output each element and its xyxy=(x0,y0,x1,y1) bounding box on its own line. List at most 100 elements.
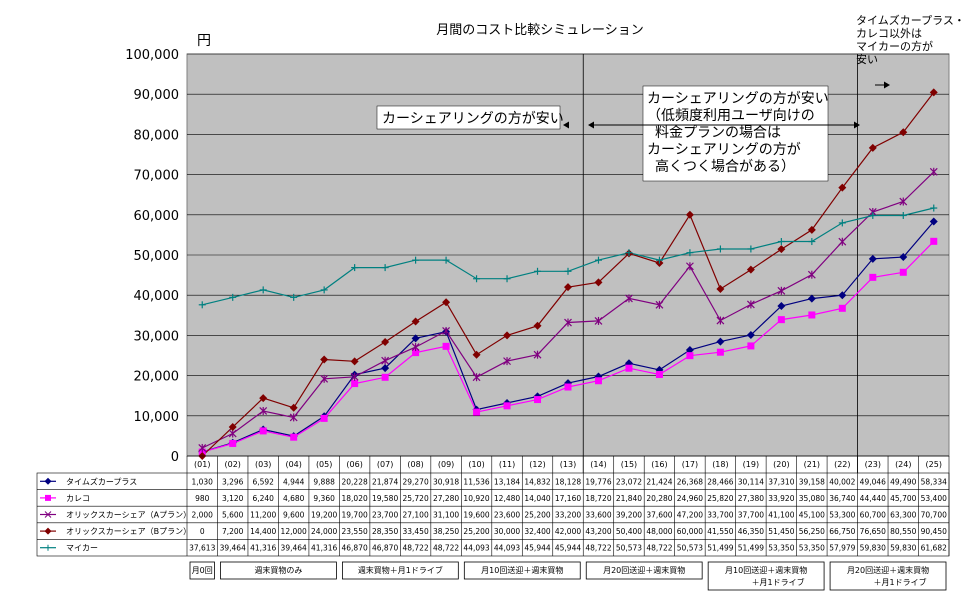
data-point xyxy=(716,284,725,293)
plan-box xyxy=(585,561,703,580)
annotation-line: 料金プランの場合は xyxy=(655,125,781,141)
data-point xyxy=(838,237,847,246)
table-cell: 24,000 xyxy=(311,527,337,536)
table-cell: 29,270 xyxy=(402,477,428,486)
table-cell: 27,380 xyxy=(738,494,764,503)
data-point xyxy=(838,291,847,300)
table-cell: 14,400 xyxy=(250,527,276,536)
x-tick-label: (03) xyxy=(255,460,271,469)
table-cell: 41,550 xyxy=(707,527,733,536)
data-point xyxy=(473,408,481,416)
table-cell: 44,093 xyxy=(463,544,489,553)
x-tick-label: (25) xyxy=(926,460,942,469)
table-cell: 50,400 xyxy=(616,527,642,536)
legend-key-marker xyxy=(45,494,51,501)
table-cell: 50,573 xyxy=(616,544,642,553)
data-point xyxy=(289,413,298,422)
data-point xyxy=(412,349,420,357)
table-cell: 51,499 xyxy=(707,544,733,553)
table-cell: 18,720 xyxy=(585,494,611,503)
data-point xyxy=(533,350,542,359)
table-cell: 12,480 xyxy=(494,494,520,503)
legend-series-name: カレコ xyxy=(66,494,90,503)
y-tick-label: 90,000 xyxy=(134,88,180,103)
x-tick-label: (19) xyxy=(743,460,759,469)
data-point xyxy=(777,316,785,324)
table-cell: 56,250 xyxy=(799,527,825,536)
y-tick-label: 60,000 xyxy=(134,209,180,224)
plan-label: 月10回送迎＋週末買物 xyxy=(725,565,807,575)
x-tick-label: (10) xyxy=(468,460,484,469)
table-cell: 53,400 xyxy=(921,494,947,503)
data-point xyxy=(625,249,633,257)
table-cell: 9,360 xyxy=(313,494,335,503)
table-cell: 59,830 xyxy=(860,544,886,553)
table-cell: 25,820 xyxy=(707,494,733,503)
data-point xyxy=(929,217,938,226)
data-point xyxy=(747,245,755,253)
arrow-head xyxy=(563,121,569,129)
chart-title: 月間のコスト比較シミュレーション xyxy=(436,23,643,38)
data-point xyxy=(746,330,755,339)
annotation-middle-box xyxy=(642,85,829,182)
table-cell: 50,573 xyxy=(677,544,703,553)
table-cell: 28,350 xyxy=(372,527,398,536)
table-cell: 37,700 xyxy=(738,511,764,520)
data-point xyxy=(807,270,816,279)
data-point xyxy=(198,443,207,452)
plan-box xyxy=(341,561,459,580)
table-cell: 18,128 xyxy=(555,477,581,486)
table-cell: 37,310 xyxy=(768,477,794,486)
data-point xyxy=(716,245,724,253)
table-cell: 46,870 xyxy=(342,544,368,553)
table-cell: 60,700 xyxy=(860,511,886,520)
annotation-left-text: カーシェアリングの方が安い xyxy=(382,111,564,127)
data-point xyxy=(228,423,237,432)
x-tick-label: (04) xyxy=(285,460,301,469)
x-tick-label: (16) xyxy=(651,460,667,469)
table-cell: 23,600 xyxy=(494,511,520,520)
table-cell: 39,158 xyxy=(799,477,825,486)
table-cell: 26,368 xyxy=(677,477,703,486)
plan-label: 月0回 xyxy=(192,566,213,575)
x-tick-label: (11) xyxy=(499,460,515,469)
table-cell: 11,200 xyxy=(250,511,276,520)
data-point xyxy=(899,253,908,262)
annotation-line: 安い xyxy=(856,52,878,66)
table-cell: 63,300 xyxy=(890,511,916,520)
x-tick-label: (14) xyxy=(590,460,606,469)
table-cell: 49,490 xyxy=(890,477,916,486)
annotation-right-text: タイムズカープラス・カレコ以外はマイカーの方が安い xyxy=(856,13,965,66)
table-cell: 80,550 xyxy=(890,527,916,536)
data-point xyxy=(442,256,450,264)
data-point xyxy=(564,383,572,391)
data-point xyxy=(472,350,481,359)
table-cell: 21,840 xyxy=(616,494,642,503)
table-cell: 12,000 xyxy=(281,527,307,536)
table-cell: 18,020 xyxy=(342,494,368,503)
table-cell: 90,450 xyxy=(921,527,947,536)
data-point xyxy=(320,414,328,422)
data-point xyxy=(229,439,237,447)
data-point xyxy=(259,394,268,403)
x-tick-label: (12) xyxy=(529,460,545,469)
annotation-left-box xyxy=(376,105,561,130)
y-tick-label: 0 xyxy=(171,450,179,465)
data-point xyxy=(899,268,907,276)
data-point xyxy=(534,267,542,275)
data-point xyxy=(655,256,663,264)
data-point xyxy=(807,294,816,303)
x-tick-label: (18) xyxy=(712,460,728,469)
table-cell: 41,316 xyxy=(250,544,276,553)
table-cell: 51,450 xyxy=(768,527,794,536)
annotation-line: カレコ以外は xyxy=(856,27,922,40)
data-point xyxy=(320,374,329,383)
table-cell: 39,200 xyxy=(616,511,642,520)
annotation-line: マイカーの方が xyxy=(856,39,933,53)
data-point xyxy=(899,128,908,137)
table-cell: 14,832 xyxy=(524,477,550,486)
table-cell: 45,944 xyxy=(524,544,550,553)
data-point xyxy=(594,377,602,385)
table-cell: 19,700 xyxy=(342,511,368,520)
data-point xyxy=(808,238,816,246)
